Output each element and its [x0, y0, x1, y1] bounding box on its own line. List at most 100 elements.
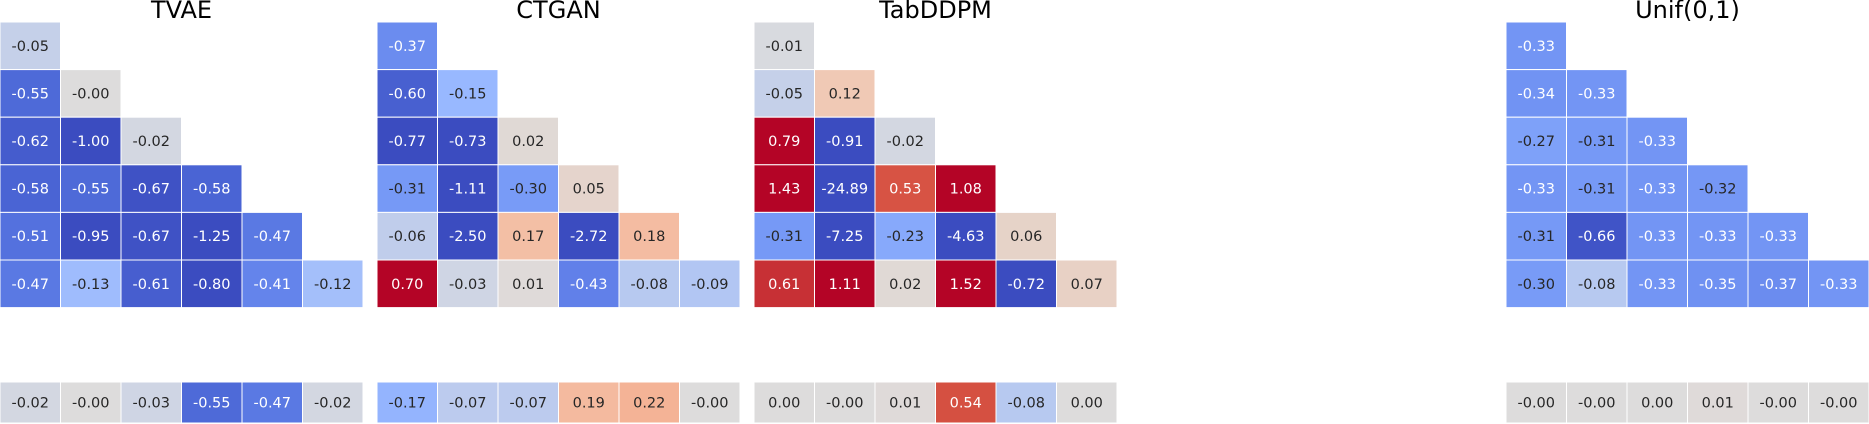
matrix-label: -0.73 [449, 134, 487, 150]
matrix-cell [558, 211, 620, 261]
matrix-label: -0.03 [449, 277, 487, 293]
matrix-cell [120, 116, 182, 166]
matrix-label: -0.05 [11, 39, 49, 55]
matrix-label: -0.33 [1638, 134, 1676, 150]
matrix-label: -0.05 [765, 86, 803, 102]
bottom-row-cell [1747, 381, 1809, 424]
matrix-cell [60, 69, 122, 118]
bottom-row-label: -0.47 [253, 396, 291, 412]
bottom-row-cell [618, 381, 680, 424]
matrix-label: -0.60 [388, 86, 426, 102]
matrix-label: -0.43 [570, 277, 608, 293]
matrix-label: -0.02 [132, 134, 170, 150]
matrix-label: -1.11 [449, 182, 487, 198]
panel-title: TVAE [150, 0, 212, 24]
bottom-row-label: -0.00 [1759, 396, 1797, 412]
matrix-label: -0.31 [1517, 229, 1555, 245]
bottom-row-cell [558, 381, 620, 424]
matrix-label: -0.34 [1517, 86, 1555, 102]
matrix-label: -0.95 [72, 229, 110, 245]
panel-title: Unif(0,1) [1635, 0, 1740, 24]
matrix-cell [935, 164, 997, 213]
matrix-label: -0.35 [1699, 277, 1737, 293]
bottom-row-cell [302, 381, 364, 424]
heatmap-panel-3: Unif(0,1) -0.33 -0.34 -0.33 -0.27 -0.31 -0.33 -… [1505, 0, 1869, 424]
matrix-label: 0.12 [829, 86, 861, 102]
bottom-row-label: 0.54 [950, 396, 982, 412]
matrix-cell [618, 211, 680, 261]
matrix-cell [376, 259, 438, 309]
matrix-cell [1566, 211, 1628, 261]
matrix-label: -0.37 [388, 39, 426, 55]
matrix-label: -0.33 [1699, 229, 1737, 245]
matrix-cell [1566, 259, 1628, 309]
bottom-row-label: -0.00 [72, 396, 110, 412]
matrix-label: -0.01 [765, 39, 803, 55]
matrix-label: -0.37 [1759, 277, 1797, 293]
matrix-cell [120, 259, 182, 309]
matrix-label: -0.33 [1638, 229, 1676, 245]
bottom-row-label: -0.07 [449, 396, 487, 412]
heatmap-panel-2: TabDDPM -0.01 -0.05 0.12 0.79 -0.91 -0.02 1.43 -… [753, 0, 1118, 424]
matrix-label: -0.61 [132, 277, 170, 293]
matrix-cell [376, 116, 438, 166]
matrix-label: -0.80 [193, 277, 231, 293]
matrix-cell [497, 259, 559, 309]
matrix-cell [1687, 259, 1749, 309]
matrix-label: -0.31 [1578, 134, 1616, 150]
matrix-label: -0.33 [1759, 229, 1797, 245]
matrix-cell [1747, 211, 1809, 261]
matrix-cell [1626, 259, 1688, 309]
matrix-cell [181, 164, 243, 213]
matrix-label: -2.72 [570, 229, 608, 245]
matrix-label: 0.02 [889, 277, 921, 293]
bottom-row-label: -0.03 [132, 396, 170, 412]
matrix-label: -0.23 [886, 229, 924, 245]
matrix-label: 0.53 [889, 182, 921, 198]
matrix-label: 1.43 [768, 182, 800, 198]
bottom-row-label: 0.22 [633, 396, 665, 412]
bottom-row-label: -0.55 [193, 396, 231, 412]
matrix-label: -0.55 [11, 86, 49, 102]
matrix-cell [181, 211, 243, 261]
matrix-label: 0.02 [512, 134, 544, 150]
bottom-row-label: 0.19 [573, 396, 605, 412]
matrix-cell [376, 21, 438, 71]
matrix-cell [497, 164, 559, 213]
matrix-cell [60, 259, 122, 309]
matrix-label: -0.00 [72, 86, 110, 102]
matrix-label: -0.31 [765, 229, 803, 245]
matrix-cell [302, 259, 364, 309]
matrix-cell [376, 164, 438, 213]
matrix-label: -0.06 [388, 229, 426, 245]
bottom-row-cell [60, 381, 122, 424]
bottom-row-cell [753, 381, 815, 424]
bottom-row-label: -0.02 [314, 396, 352, 412]
bottom-row-cell [1566, 381, 1628, 424]
matrix-label: -0.67 [132, 229, 170, 245]
matrix-label: -0.66 [1578, 229, 1616, 245]
bottom-row-label: -0.00 [1578, 396, 1616, 412]
bottom-row-cell [497, 381, 559, 424]
matrix-label: -0.62 [11, 134, 49, 150]
matrix-label: -24.89 [821, 182, 868, 198]
heatmap-panel-0: TVAE -0.05 -0.55 -0.00 -0.62 -1.00 -0.02 -0.58 -… [0, 0, 364, 424]
matrix-cell [1505, 69, 1567, 118]
bottom-row-label: 0.01 [1702, 396, 1734, 412]
matrix-label: -0.33 [1517, 39, 1555, 55]
bottom-row-cell [995, 381, 1057, 424]
matrix-cell [558, 164, 620, 213]
matrix-cell [1747, 259, 1809, 309]
bottom-row-label: -0.00 [691, 396, 729, 412]
matrix-label: -0.47 [253, 229, 291, 245]
matrix-label: 1.11 [829, 277, 861, 293]
matrix-cell [814, 69, 876, 118]
bottom-row-label: 0.00 [768, 396, 800, 412]
matrix-cell [753, 116, 815, 166]
matrix-label: 0.07 [1071, 277, 1103, 293]
matrix-label: -0.09 [691, 277, 729, 293]
matrix-cell [753, 21, 815, 71]
matrix-cell [181, 259, 243, 309]
matrix-cell [1626, 116, 1688, 166]
matrix-cell [120, 211, 182, 261]
